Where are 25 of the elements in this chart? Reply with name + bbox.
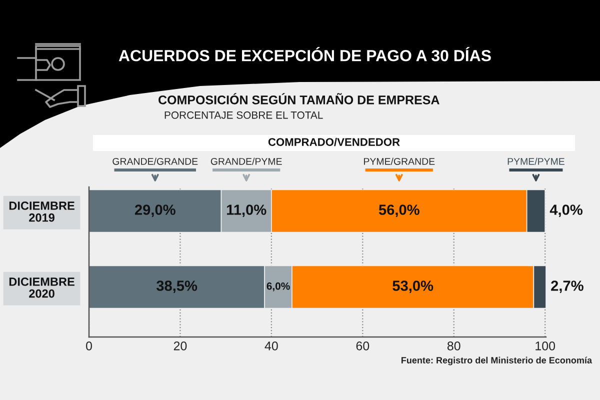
data-label: 56,0% (378, 204, 420, 218)
x-tick-label: 80 (447, 341, 460, 350)
data-label: 2,7% (551, 280, 584, 294)
source-note: Fuente: Registro del Ministerio de Economía (402, 356, 592, 366)
text: PYME/GRANDE (364, 158, 435, 165)
x-tick-label: 20 (174, 341, 187, 350)
x-tick-label: 0 (86, 341, 92, 350)
y-tick-label: DICIEMBRE 2019 (9, 202, 74, 222)
x-tick-label: 40 (264, 341, 278, 350)
data-label: 38,5% (156, 280, 198, 294)
data-label: 11,0% (226, 204, 266, 218)
text: GRANDE/PYME (210, 158, 282, 165)
data-label: 6,0% (266, 282, 290, 292)
text: PORCENTAJE SOBRE EL TOTAL (164, 111, 323, 119)
legend-title: COMPRADO/VENDEDOR (268, 138, 400, 146)
y-tick-label: DICIEMBRE 2020 (9, 278, 74, 298)
data-label: 53,0% (392, 280, 434, 294)
text: PYME/PYME (508, 158, 564, 165)
data-label: 4,0% (550, 204, 583, 218)
chart-title: ACUERDOS DE EXCEPCIÓN DE PAGO A 30 DÍAS (118, 46, 491, 62)
x-tick-label: 100 (536, 341, 556, 350)
x-tick-label: 60 (356, 341, 370, 350)
chart-subtitle: COMPOSICIÓN SEGÚN TAMAÑO DE EMPRESA (158, 93, 440, 104)
text: GRANDE/GRANDE (112, 158, 198, 165)
data-label: 29,0% (134, 204, 176, 218)
